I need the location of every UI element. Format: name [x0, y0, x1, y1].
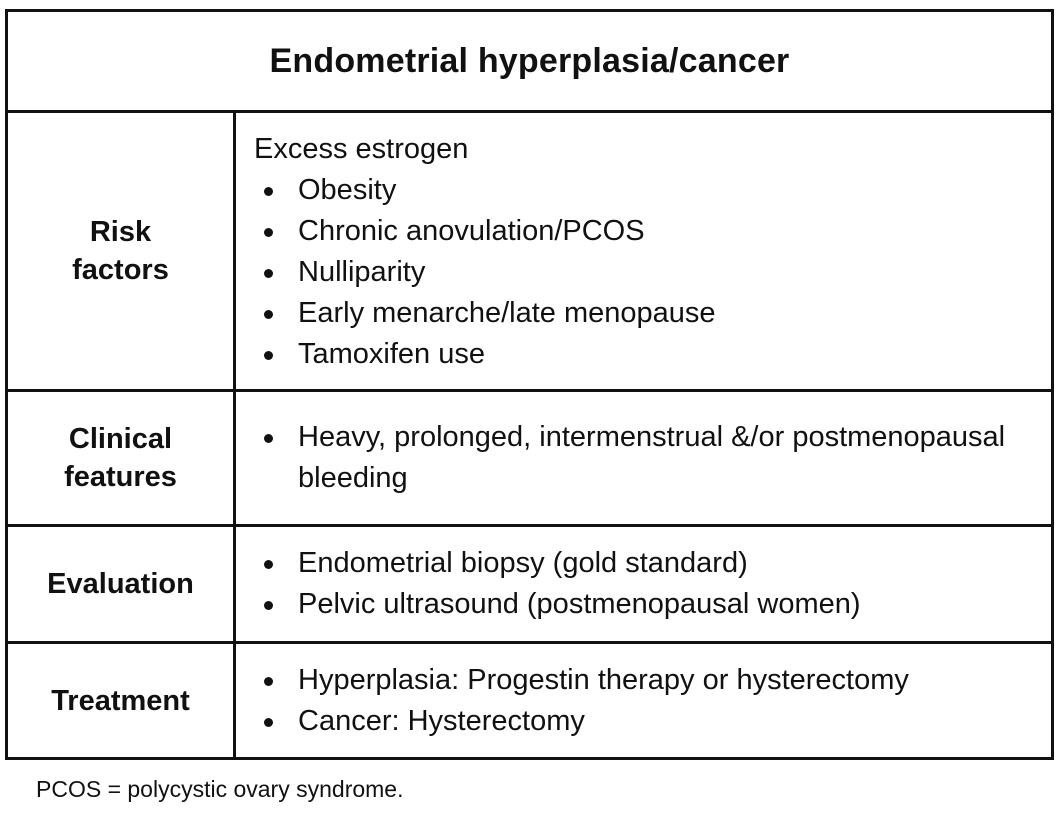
list-item: Chronic anovulation/PCOS: [254, 211, 1041, 252]
table-title: Endometrial hyperplasia/cancer: [269, 41, 790, 80]
risk-factors-list: Obesity Chronic anovulation/PCOS Nullipa…: [254, 170, 1041, 375]
row-label-risk-factors: Risk factors: [72, 216, 169, 286]
row-content-cell: Heavy, prolonged, intermenstrual &/or po…: [236, 392, 1051, 524]
row-content-cell: Hyperplasia: Progestin therapy or hyster…: [236, 644, 1051, 757]
table-row-clinical-features: Clinical features Heavy, prolonged, inte…: [8, 392, 1051, 527]
list-item: Pelvic ultrasound (postmenopausal women): [254, 584, 1041, 625]
list-item: Early menarche/late menopause: [254, 293, 1041, 334]
row-label-evaluation: Evaluation: [47, 568, 194, 600]
table-row-treatment: Treatment Hyperplasia: Progestin therapy…: [8, 644, 1051, 757]
clinical-features-list: Heavy, prolonged, intermenstrual &/or po…: [254, 417, 1041, 499]
row-content-cell: Excess estrogen Obesity Chronic anovulat…: [236, 113, 1051, 389]
footnote: PCOS = polycystic ovary syndrome.: [36, 776, 404, 802]
row-label-treatment: Treatment: [51, 684, 190, 717]
list-item: Obesity: [254, 170, 1041, 211]
list-item: Nulliparity: [254, 252, 1041, 293]
summary-table: Endometrial hyperplasia/cancer Risk fact…: [5, 9, 1054, 760]
treatment-list: Hyperplasia: Progestin therapy or hyster…: [254, 660, 1041, 742]
row-label-cell: Evaluation: [8, 527, 236, 641]
table-title-row: Endometrial hyperplasia/cancer: [8, 12, 1051, 113]
row-label-clinical-features: Clinical features: [64, 423, 177, 493]
row-label-cell: Treatment: [8, 644, 236, 757]
row-label-cell: Clinical features: [8, 392, 236, 524]
table-row-risk-factors: Risk factors Excess estrogen Obesity Chr…: [8, 113, 1051, 392]
row-content-cell: Endometrial biopsy (gold standard) Pelvi…: [236, 527, 1051, 641]
list-item: Heavy, prolonged, intermenstrual &/or po…: [254, 417, 1041, 499]
evaluation-list: Endometrial biopsy (gold standard) Pelvi…: [254, 543, 1041, 625]
risk-factors-intro: Excess estrogen: [254, 133, 469, 165]
list-item: Tamoxifen use: [254, 334, 1041, 375]
row-label-cell: Risk factors: [8, 113, 236, 389]
list-item: Hyperplasia: Progestin therapy or hyster…: [254, 660, 1041, 701]
list-item: Endometrial biopsy (gold standard): [254, 543, 1041, 584]
table-row-evaluation: Evaluation Endometrial biopsy (gold stan…: [8, 527, 1051, 644]
list-item: Cancer: Hysterectomy: [254, 701, 1041, 742]
